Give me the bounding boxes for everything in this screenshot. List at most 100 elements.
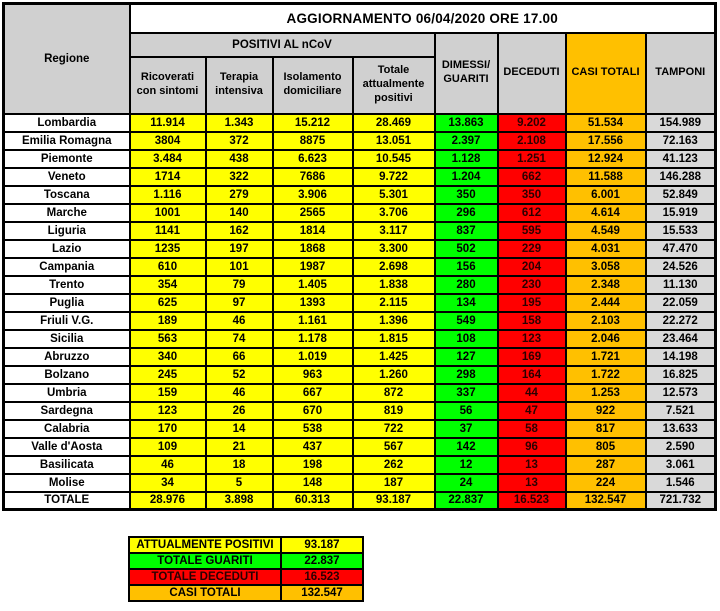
value-cell: 148 (271, 472, 354, 493)
legend-value: 132.547 (280, 584, 364, 602)
legend-label: ATTUALMENTE POSITIVI (128, 536, 282, 554)
region-name-cell: Toscana (2, 184, 131, 205)
value-cell: 16.523 (496, 490, 567, 511)
value-cell: 58 (496, 418, 567, 439)
value-cell: 1.178 (271, 328, 354, 349)
region-row: Sicilia 563 74 1.178 1.815 108 123 2.046 23.464 (2, 328, 717, 349)
col-header-totale-positivi: Totale attualmente positivi (351, 55, 436, 115)
value-cell: 1.815 (351, 328, 436, 349)
summary-legend-table: ATTUALMENTE POSITIVI 93.187 TOTALE GUARITI… (128, 536, 364, 602)
value-cell: 123 (496, 328, 567, 349)
value-cell: 3.906 (271, 184, 354, 205)
value-cell: 140 (204, 202, 274, 223)
value-cell: 132.547 (564, 490, 647, 511)
region-name-cell: Trento (2, 274, 131, 295)
value-cell: 563 (128, 328, 207, 349)
col-header-casi-totali: CASI TOTALI (564, 31, 647, 115)
region-row: Veneto 1714 322 7686 9.722 1.204 662 11.588 146.… (2, 166, 717, 187)
value-cell: 37 (433, 418, 499, 439)
value-cell: 4.031 (564, 238, 647, 259)
value-cell: 15.212 (271, 112, 354, 133)
value-cell: 3.300 (351, 238, 436, 259)
value-cell: 2565 (271, 202, 354, 223)
value-cell: 819 (351, 400, 436, 421)
value-cell: 93.187 (351, 490, 436, 511)
region-name-cell: Sardegna (2, 400, 131, 421)
value-cell: 34 (128, 472, 207, 493)
value-cell: 279 (204, 184, 274, 205)
value-cell: 123 (128, 400, 207, 421)
region-column-header: Regione (2, 2, 131, 115)
value-cell: 109 (128, 436, 207, 457)
value-cell: 52 (204, 364, 274, 385)
value-cell: 46 (128, 454, 207, 475)
region-row: Molise 34 5 148 187 24 13 224 1.546 (2, 472, 717, 493)
value-cell: 3.898 (204, 490, 274, 511)
value-cell: 9.722 (351, 166, 436, 187)
region-row: Umbria 159 46 667 872 337 44 1.253 12.573 (2, 382, 717, 403)
value-cell: 14.198 (644, 346, 717, 367)
value-cell: 1814 (271, 220, 354, 241)
legend-value: 22.837 (280, 552, 364, 570)
value-cell: 3.484 (128, 148, 207, 169)
value-cell: 722 (351, 418, 436, 439)
value-cell: 12.573 (644, 382, 717, 403)
value-cell: 154.989 (644, 112, 717, 133)
value-cell: 1.161 (271, 310, 354, 331)
value-cell: 1235 (128, 238, 207, 259)
region-row: Abruzzo 340 66 1.019 1.425 127 169 1.721 14.198 (2, 346, 717, 367)
value-cell: 170 (128, 418, 207, 439)
region-row: Puglia 625 97 1393 2.115 134 195 2.444 22.059 (2, 292, 717, 313)
value-cell: 96 (496, 436, 567, 457)
value-cell: 872 (351, 382, 436, 403)
value-cell: 4.549 (564, 220, 647, 241)
value-cell: 2.590 (644, 436, 717, 457)
region-row: Valle d'Aosta 109 21 437 567 142 96 805 2.590 (2, 436, 717, 457)
legend-row: TOTALE DECEDUTI 16.523 (128, 568, 364, 586)
value-cell: 28.469 (351, 112, 436, 133)
value-cell: 44 (496, 382, 567, 403)
value-cell: 5 (204, 472, 274, 493)
region-name-cell: Bolzano (2, 364, 131, 385)
value-cell: 350 (433, 184, 499, 205)
value-cell: 2.108 (496, 130, 567, 151)
value-cell: 721.732 (644, 490, 717, 511)
region-name-cell: Friuli V.G. (2, 310, 131, 331)
legend-row: ATTUALMENTE POSITIVI 93.187 (128, 536, 364, 554)
value-cell: 298 (433, 364, 499, 385)
region-name-cell: Lombardia (2, 112, 131, 133)
value-cell: 922 (564, 400, 647, 421)
table-body: Lombardia 11.914 1.343 15.212 28.469 13.863 9.… (2, 112, 717, 511)
covid-summary-table: Regione AGGIORNAMENTO 06/04/2020 ORE 17.… (2, 2, 717, 511)
value-cell: 262 (351, 454, 436, 475)
value-cell: 1.721 (564, 346, 647, 367)
value-cell: 1.343 (204, 112, 274, 133)
value-cell: 805 (564, 436, 647, 457)
value-cell: 146.288 (644, 166, 717, 187)
value-cell: 612 (496, 202, 567, 223)
value-cell: 79 (204, 274, 274, 295)
legend-body: ATTUALMENTE POSITIVI 93.187 TOTALE GUARITI… (128, 536, 364, 602)
value-cell: 437 (271, 436, 354, 457)
value-cell: 280 (433, 274, 499, 295)
value-cell: 963 (271, 364, 354, 385)
value-cell: 1.425 (351, 346, 436, 367)
value-cell: 837 (433, 220, 499, 241)
value-cell: 2.698 (351, 256, 436, 277)
region-name-cell: Abruzzo (2, 346, 131, 367)
value-cell: 9.202 (496, 112, 567, 133)
value-cell: 6.001 (564, 184, 647, 205)
value-cell: 8875 (271, 130, 354, 151)
region-name-cell: Liguria (2, 220, 131, 241)
value-cell: 24.526 (644, 256, 717, 277)
value-cell: 169 (496, 346, 567, 367)
value-cell: 2.348 (564, 274, 647, 295)
col-header-dimessi-guariti: DIMESSI/ GUARITI (433, 31, 499, 115)
value-cell: 817 (564, 418, 647, 439)
value-cell: 127 (433, 346, 499, 367)
region-row: Campania 610 101 1987 2.698 156 204 3.058 24.526 (2, 256, 717, 277)
value-cell: 1.546 (644, 472, 717, 493)
region-row: Liguria 1141 162 1814 3.117 837 595 4.549 15.533 (2, 220, 717, 241)
value-cell: 625 (128, 292, 207, 313)
region-name-cell: Molise (2, 472, 131, 493)
